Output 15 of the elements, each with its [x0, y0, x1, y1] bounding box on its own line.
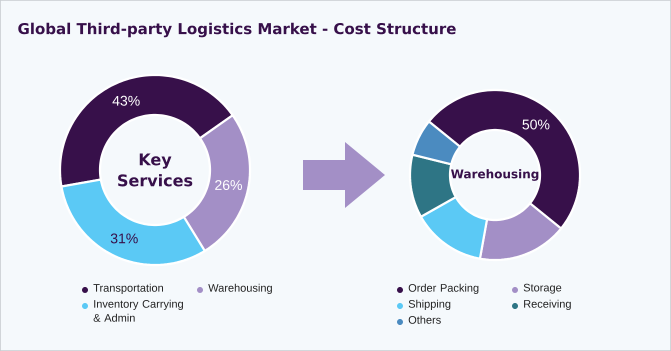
- data-label: 43%: [112, 96, 140, 106]
- text: Key Services: [118, 154, 192, 186]
- legend-label: Inventory Carrying & Admin: [94, 300, 183, 322]
- data-label: 50%: [522, 120, 550, 130]
- legend-label: Order Packing: [408, 284, 478, 294]
- data-label: 26%: [215, 180, 242, 190]
- legend-label: Transportation: [93, 284, 163, 294]
- legend-label: Others: [408, 316, 441, 324]
- legend-label: Shipping: [408, 300, 450, 310]
- chart-title: Global Third-party Logistics Market - Cost Structure: [18, 22, 456, 38]
- text: Warehousing: [451, 169, 538, 181]
- data-label: 31%: [110, 233, 138, 244]
- legend-label: Receiving: [524, 300, 571, 310]
- legend-label: Storage: [524, 284, 562, 294]
- legend-label: Warehousing: [208, 284, 272, 294]
